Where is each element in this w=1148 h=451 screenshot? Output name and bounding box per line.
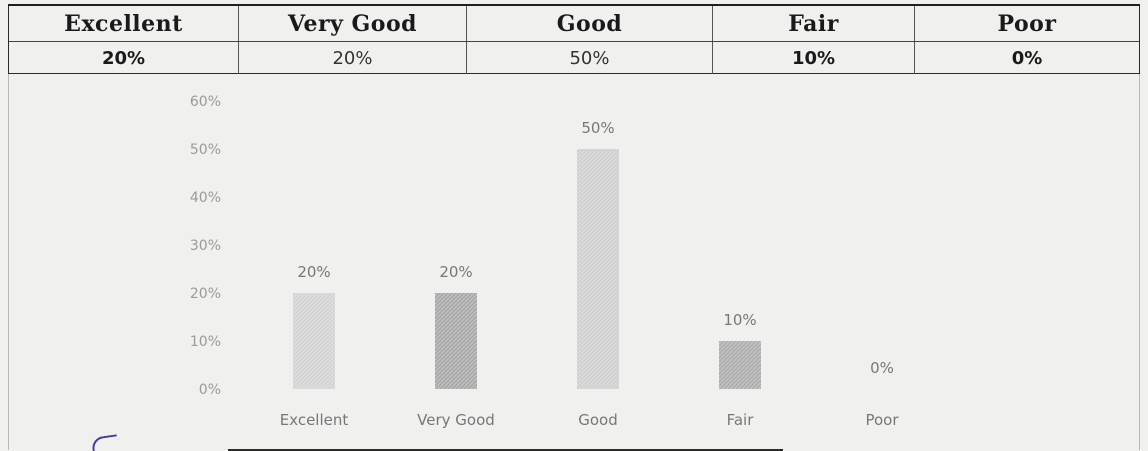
header-cell: Excellent	[9, 6, 239, 41]
category-label: Good	[578, 411, 618, 429]
y-tick-label: 40%	[190, 190, 221, 206]
chart-area: 0% 10% 20% 30% 40% 50% 60% 20% Excellent 20% Very …	[8, 74, 1140, 450]
category-label: Poor	[865, 411, 899, 429]
y-tick-label: 60%	[190, 94, 221, 110]
header-cell: Good	[467, 6, 713, 41]
data-label: 0%	[870, 359, 894, 377]
value-cell: 20%	[239, 42, 467, 74]
divider-line	[228, 449, 783, 451]
y-tick-label: 20%	[190, 286, 221, 302]
rating-table: Excellent Very Good Good Fair Poor 20% 2…	[8, 4, 1140, 74]
table-value-row: 20% 20% 50% 10% 0%	[9, 42, 1139, 74]
value-cell: 20%	[9, 42, 239, 74]
bar-chart: 0% 10% 20% 30% 40% 50% 60% 20% Excellent 20% Very …	[190, 94, 899, 429]
bar-texture	[577, 149, 619, 389]
category-label: Fair	[727, 411, 755, 429]
header-cell: Poor	[997, 10, 1057, 37]
y-tick-label: 30%	[190, 238, 221, 254]
header-cell: Very Good	[239, 6, 467, 41]
bar-texture	[719, 341, 761, 389]
data-label: 50%	[581, 119, 614, 137]
category-label: Very Good	[417, 411, 495, 429]
data-label: 10%	[723, 311, 756, 329]
header-cell: Fair	[713, 6, 915, 41]
y-tick-label: 50%	[190, 142, 221, 158]
data-label: 20%	[439, 263, 472, 281]
bar-texture	[293, 293, 335, 389]
category-label: Excellent	[280, 411, 349, 429]
data-label: 20%	[297, 263, 330, 281]
value-cell: 50%	[467, 42, 713, 74]
y-tick-label: 10%	[190, 334, 221, 350]
table-header-row: Excellent Very Good Good Fair Poor	[9, 6, 1139, 42]
bar-texture	[435, 293, 477, 389]
value-cell: 0%	[1011, 47, 1043, 69]
value-cell: 10%	[713, 42, 915, 74]
y-tick-label: 0%	[199, 382, 221, 398]
